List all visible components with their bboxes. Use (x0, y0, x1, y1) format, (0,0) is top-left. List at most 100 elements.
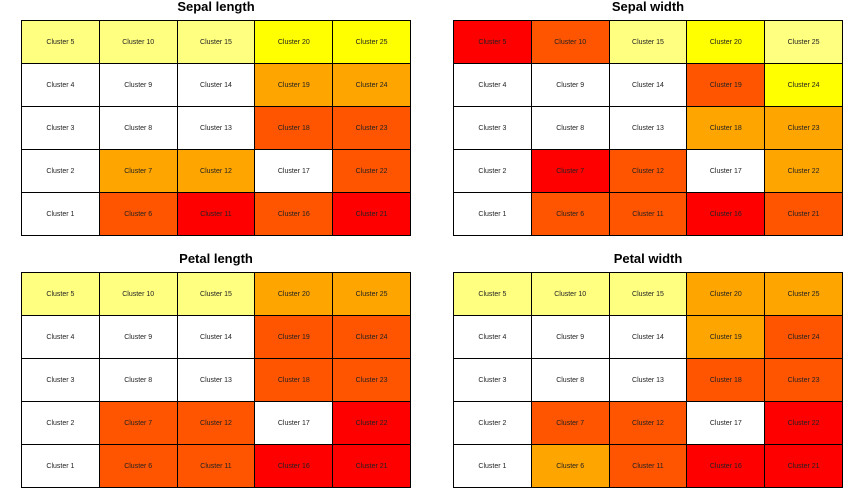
panel-title: Petal length (179, 251, 253, 266)
heatmap-cell: Cluster 22 (333, 150, 411, 193)
heatmap-cell: Cluster 9 (531, 316, 610, 359)
heatmap-cell: Cluster 5 (454, 273, 532, 316)
heatmap-cell: Cluster 17 (687, 402, 766, 445)
heatmap-cell: Cluster 25 (333, 21, 411, 64)
heatmap-cell: Cluster 2 (454, 150, 532, 193)
heatmap-cell: Cluster 4 (22, 64, 100, 107)
heatmap-cell: Cluster 3 (454, 107, 532, 150)
heatmap-cell: Cluster 10 (99, 273, 178, 316)
heatmap-cell: Cluster 8 (531, 107, 610, 150)
heatmap-cell: Cluster 2 (22, 150, 100, 193)
heatmap-cell: Cluster 23 (765, 107, 843, 150)
heatmap-cell: Cluster 14 (609, 64, 688, 107)
heatmap-cell: Cluster 18 (687, 359, 766, 402)
heatmap-cell: Cluster 2 (454, 402, 532, 445)
heatmap-cell: Cluster 22 (333, 402, 411, 445)
heatmap-cell: Cluster 20 (687, 273, 766, 316)
heatmap-cell: Cluster 19 (255, 316, 334, 359)
heatmap-cell: Cluster 24 (333, 316, 411, 359)
heatmap-cell: Cluster 15 (177, 273, 256, 316)
heatmap-cell: Cluster 10 (99, 21, 178, 64)
heatmap-cell: Cluster 7 (531, 402, 610, 445)
heatmap-grid: Cluster 5 Cluster 10 Cluster 15 Cluster 20 C… (453, 20, 843, 236)
heatmap-cell: Cluster 7 (531, 150, 610, 193)
heatmap-cell: Cluster 20 (255, 273, 334, 316)
heatmap-cell: Cluster 17 (687, 150, 766, 193)
heatmap-cell: Cluster 12 (177, 150, 256, 193)
heatmap-cell: Cluster 17 (255, 402, 334, 445)
heatmap-cell: Cluster 19 (255, 64, 334, 107)
heatmap-grid: Cluster 5 Cluster 10 Cluster 15 Cluster 20 C… (21, 20, 411, 236)
heatmap-cell: Cluster 15 (609, 273, 688, 316)
heatmap-cell: Cluster 25 (765, 21, 843, 64)
heatmap-cell: Cluster 4 (22, 316, 100, 359)
heatmap-cell: Cluster 8 (99, 359, 178, 402)
heatmap-cell: Cluster 10 (531, 273, 610, 316)
heatmap-cell: Cluster 5 (454, 21, 532, 64)
heatmap-cell: Cluster 25 (333, 273, 411, 316)
heatmap-cell: Cluster 1 (22, 445, 100, 488)
heatmap-cell: Cluster 23 (333, 359, 411, 402)
heatmap-cell: Cluster 1 (454, 193, 532, 236)
heatmap-cell: Cluster 11 (609, 193, 688, 236)
heatmap-cell: Cluster 12 (609, 402, 688, 445)
heatmap-cell: Cluster 3 (22, 359, 100, 402)
heatmap-cell: Cluster 20 (255, 21, 334, 64)
heatmap-cell: Cluster 2 (22, 402, 100, 445)
heatmap-cell: Cluster 19 (687, 64, 766, 107)
heatmap-cell: Cluster 11 (609, 445, 688, 488)
heatmap-cell: Cluster 13 (177, 107, 256, 150)
heatmap-cell: Cluster 6 (99, 445, 178, 488)
heatmap-cell: Cluster 6 (99, 193, 178, 236)
heatmap-cell: Cluster 11 (177, 193, 256, 236)
heatmap-cell: Cluster 6 (531, 445, 610, 488)
panel-title: Sepal width (611, 0, 685, 14)
heatmap-cell: Cluster 3 (454, 359, 532, 402)
heatmap-cell: Cluster 16 (255, 193, 334, 236)
heatmap-cell: Cluster 14 (177, 64, 256, 107)
heatmap-cell: Cluster 17 (255, 150, 334, 193)
heatmap-cell: Cluster 23 (333, 107, 411, 150)
heatmap-cell: Cluster 1 (22, 193, 100, 236)
heatmap-cell: Cluster 13 (609, 107, 688, 150)
heatmap-cell: Cluster 7 (99, 402, 178, 445)
heatmap-cell: Cluster 1 (454, 445, 532, 488)
heatmap-cell: Cluster 10 (531, 21, 610, 64)
heatmap-cell: Cluster 21 (765, 445, 843, 488)
heatmap-cell: Cluster 14 (177, 316, 256, 359)
heatmap-cell: Cluster 8 (99, 107, 178, 150)
panel-title: Sepal length (177, 0, 255, 14)
heatmap-grid: Cluster 5 Cluster 10 Cluster 15 Cluster 20 C… (453, 272, 843, 488)
heatmap-cell: Cluster 24 (765, 64, 843, 107)
heatmap-cell: Cluster 24 (333, 64, 411, 107)
heatmap-cell: Cluster 24 (765, 316, 843, 359)
heatmap-cell: Cluster 18 (687, 107, 766, 150)
heatmap-cell: Cluster 14 (609, 316, 688, 359)
heatmap-cell: Cluster 6 (531, 193, 610, 236)
heatmap-cell: Cluster 16 (255, 445, 334, 488)
heatmap-cell: Cluster 5 (22, 21, 100, 64)
heatmap-cell: Cluster 15 (609, 21, 688, 64)
heatmap-cell: Cluster 11 (177, 445, 256, 488)
heatmap-cell: Cluster 13 (177, 359, 256, 402)
heatmap-cell: Cluster 21 (765, 193, 843, 236)
heatmap-cell: Cluster 25 (765, 273, 843, 316)
heatmap-cell: Cluster 3 (22, 107, 100, 150)
heatmap-cell: Cluster 7 (99, 150, 178, 193)
heatmap-cell: Cluster 4 (454, 64, 532, 107)
heatmap-cell: Cluster 15 (177, 21, 256, 64)
heatmap-cell: Cluster 5 (22, 273, 100, 316)
heatmap-cell: Cluster 12 (609, 150, 688, 193)
heatmap-cell: Cluster 4 (454, 316, 532, 359)
panel-title: Petal width (613, 251, 683, 266)
heatmap-grid: Cluster 5 Cluster 10 Cluster 15 Cluster 20 C… (21, 272, 411, 488)
heatmap-cell: Cluster 23 (765, 359, 843, 402)
heatmap-cell: Cluster 9 (99, 316, 178, 359)
heatmap-cell: Cluster 19 (687, 316, 766, 359)
heatmap-cell: Cluster 13 (609, 359, 688, 402)
heatmap-cell: Cluster 18 (255, 359, 334, 402)
heatmap-cell: Cluster 8 (531, 359, 610, 402)
heatmap-cell: Cluster 22 (765, 150, 843, 193)
heatmap-cell: Cluster 16 (687, 193, 766, 236)
heatmap-cell: Cluster 12 (177, 402, 256, 445)
